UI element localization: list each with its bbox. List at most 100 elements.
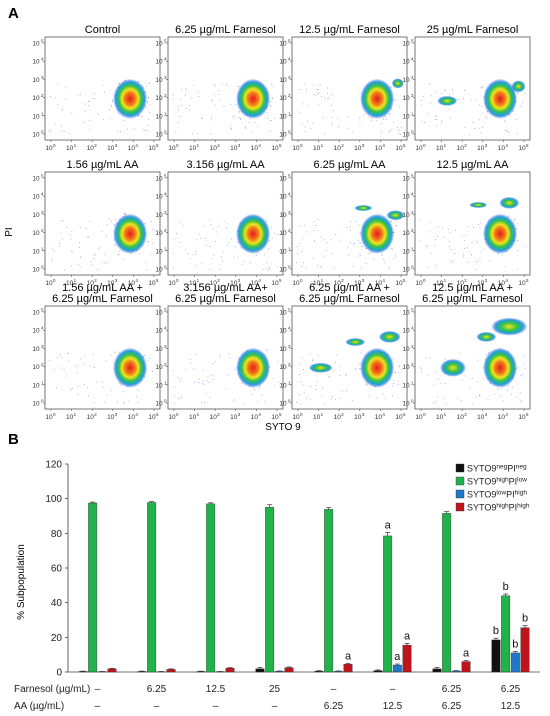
flow-dot xyxy=(97,113,99,115)
flow-dot xyxy=(51,129,53,131)
flow-dot xyxy=(427,245,428,247)
flow-dot xyxy=(524,93,526,94)
flow-dot xyxy=(400,134,402,135)
flow-dot xyxy=(388,268,389,270)
flow-dot xyxy=(146,106,147,108)
flow-dot xyxy=(202,382,204,384)
flow-dot xyxy=(103,118,104,120)
flow-x-tick-label: 10 xyxy=(128,145,136,152)
flow-dot xyxy=(241,382,243,384)
flow-dot xyxy=(441,120,443,122)
flow-dot xyxy=(421,371,422,373)
flow-dot xyxy=(137,401,139,403)
flow-dot xyxy=(434,116,436,118)
flow-dot xyxy=(174,395,176,397)
flow-dot xyxy=(151,228,153,230)
flow-dot xyxy=(428,113,430,115)
flow-dot xyxy=(524,355,526,357)
flow-dot xyxy=(500,394,502,396)
flow-dot xyxy=(261,394,263,396)
flow-y-tick-label: 10 xyxy=(32,364,40,371)
flow-dot xyxy=(323,239,325,241)
flow-y-tick-exp: 2 xyxy=(164,362,167,367)
flow-y-tick-exp: 1 xyxy=(41,380,44,385)
flow-y-tick-label: 10 xyxy=(32,113,40,120)
flow-dot xyxy=(87,237,89,238)
flow-dot xyxy=(306,89,307,91)
flow-dot xyxy=(106,262,107,263)
flow-population-extra xyxy=(386,210,405,221)
flow-dot xyxy=(97,269,98,271)
flow-y-tick-exp: 3 xyxy=(288,75,291,80)
flow-dot xyxy=(201,263,203,265)
flow-y-tick-exp: 5 xyxy=(288,39,291,44)
flow-dot xyxy=(198,378,200,380)
flow-dot xyxy=(321,96,322,97)
flow-dot xyxy=(359,232,361,234)
flow-dot xyxy=(443,398,445,400)
flow-dot xyxy=(392,122,394,123)
flow-y-tick-exp: 1 xyxy=(288,380,291,385)
flow-plot-title-line2: 6.25 µg/mL Farnesol xyxy=(422,293,523,305)
flow-dot xyxy=(116,401,118,403)
flow-x-tick-exp: 5 xyxy=(279,412,282,417)
flow-dot xyxy=(310,386,312,387)
flow-dot xyxy=(434,245,436,247)
flow-dot xyxy=(67,353,69,355)
flow-x-tick-exp: 4 xyxy=(382,278,385,283)
flow-dot xyxy=(134,128,135,130)
flow-x-tick-label: 10 xyxy=(375,414,383,421)
flow-x-tick-exp: 1 xyxy=(197,143,200,148)
significance-letter: a xyxy=(345,650,352,662)
flow-population-main xyxy=(236,213,271,254)
flow-dot xyxy=(179,116,181,117)
flow-dot xyxy=(103,263,105,264)
flow-dot xyxy=(151,371,153,372)
flow-y-tick-exp: 3 xyxy=(41,210,44,215)
flow-dot xyxy=(519,392,521,394)
flow-x-tick-label: 10 xyxy=(436,414,444,421)
flow-population-main xyxy=(483,347,518,388)
flow-x-tick-exp: 2 xyxy=(341,412,344,417)
flow-dot xyxy=(480,132,482,134)
flow-dot xyxy=(187,253,189,255)
flow-population-extra xyxy=(391,78,404,89)
flow-dot xyxy=(56,357,58,359)
flow-x-tick-label: 10 xyxy=(334,414,342,421)
flow-dot xyxy=(436,119,438,120)
flow-dot xyxy=(143,130,145,131)
flow-plot-title: 1.56 µg/mL AA + xyxy=(62,282,143,294)
flow-dot xyxy=(269,120,271,122)
flow-dot xyxy=(209,219,210,221)
flow-dot xyxy=(365,263,367,264)
flow-dot xyxy=(87,236,89,237)
flow-x-tick-exp: 3 xyxy=(362,278,365,283)
flow-dot xyxy=(388,113,390,115)
flow-x-tick-exp: 5 xyxy=(526,143,529,148)
flow-dot xyxy=(442,226,444,228)
flow-dot xyxy=(435,119,437,120)
flow-y-tick-exp: 5 xyxy=(41,308,44,313)
flow-x-tick-label: 10 xyxy=(395,280,403,287)
flow-x-tick-exp: 0 xyxy=(300,278,303,283)
flow-dot xyxy=(226,227,227,229)
flow-y-tick-exp: 5 xyxy=(41,39,44,44)
flow-dot xyxy=(209,269,211,270)
flow-dot xyxy=(516,268,518,270)
flow-dot xyxy=(433,384,435,386)
flow-dot xyxy=(435,115,437,117)
flow-population-main xyxy=(360,213,395,254)
flow-dot xyxy=(395,255,397,257)
flow-dot xyxy=(336,354,338,356)
flow-dot xyxy=(342,390,343,392)
flow-dot xyxy=(333,267,335,269)
flow-dot xyxy=(447,228,449,230)
bar xyxy=(314,670,324,673)
flow-dot xyxy=(327,98,329,100)
flow-dot xyxy=(221,83,223,85)
flow-dot xyxy=(245,126,246,128)
flow-dot xyxy=(338,239,340,241)
flow-dot xyxy=(89,365,91,367)
